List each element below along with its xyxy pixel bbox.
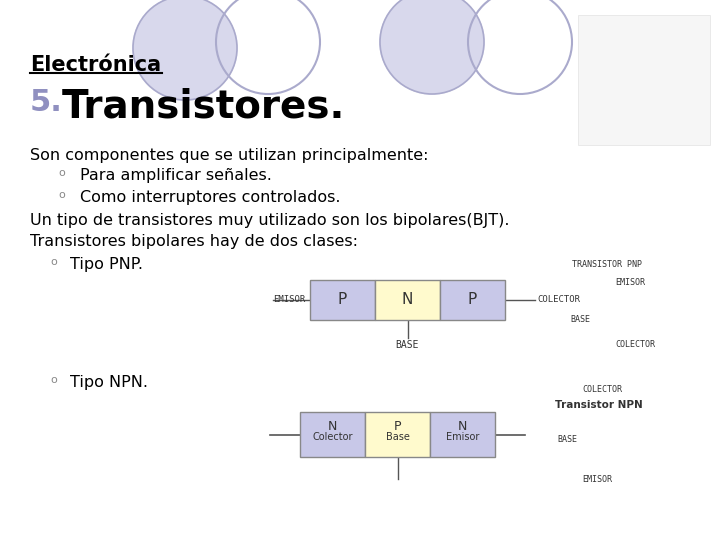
Text: Como interruptores controlados.: Como interruptores controlados. [80, 190, 341, 205]
FancyBboxPatch shape [578, 15, 710, 145]
FancyBboxPatch shape [300, 412, 365, 457]
Text: TRANSISTOR PNP: TRANSISTOR PNP [572, 260, 642, 269]
Circle shape [380, 0, 484, 94]
Text: o: o [50, 375, 57, 385]
Text: Para amplificar señales.: Para amplificar señales. [80, 168, 272, 183]
Text: o: o [58, 168, 65, 178]
FancyBboxPatch shape [375, 280, 440, 320]
Text: Emisor: Emisor [446, 432, 480, 442]
Text: N: N [328, 420, 337, 433]
FancyBboxPatch shape [310, 280, 375, 320]
Text: BASE: BASE [557, 435, 577, 444]
Text: EMISOR: EMISOR [582, 475, 612, 484]
Text: P: P [468, 293, 477, 307]
Text: Transistor NPN: Transistor NPN [555, 400, 643, 410]
FancyBboxPatch shape [440, 280, 505, 320]
Text: Un tipo de transistores muy utilizado son los bipolares(BJT).: Un tipo de transistores muy utilizado so… [30, 213, 510, 228]
Text: 5.: 5. [30, 88, 63, 117]
Text: Tipo PNP.: Tipo PNP. [70, 257, 143, 272]
Text: o: o [50, 257, 57, 267]
Text: Transistores.: Transistores. [62, 88, 346, 126]
FancyBboxPatch shape [430, 412, 495, 457]
Text: Transistores bipolares hay de dos clases:: Transistores bipolares hay de dos clases… [30, 234, 358, 249]
Text: Colector: Colector [312, 432, 353, 442]
Text: P: P [338, 293, 347, 307]
Text: Tipo NPN.: Tipo NPN. [70, 375, 148, 390]
Text: BASE: BASE [396, 340, 419, 350]
Text: COLECTOR: COLECTOR [615, 340, 655, 349]
Text: N: N [458, 420, 467, 433]
FancyBboxPatch shape [365, 412, 430, 457]
Text: o: o [58, 190, 65, 200]
Text: Base: Base [386, 432, 410, 442]
Text: BASE: BASE [570, 315, 590, 324]
Circle shape [133, 0, 237, 100]
Text: EMISOR: EMISOR [615, 278, 645, 287]
Text: COLECTOR: COLECTOR [537, 295, 580, 305]
Text: Son componentes que se utilizan principalmente:: Son componentes que se utilizan principa… [30, 148, 428, 163]
Text: EMISOR: EMISOR [273, 295, 305, 305]
Text: COLECTOR: COLECTOR [582, 385, 622, 394]
Text: N: N [402, 293, 413, 307]
Text: P: P [394, 420, 401, 433]
Text: Electrónica: Electrónica [30, 55, 161, 75]
